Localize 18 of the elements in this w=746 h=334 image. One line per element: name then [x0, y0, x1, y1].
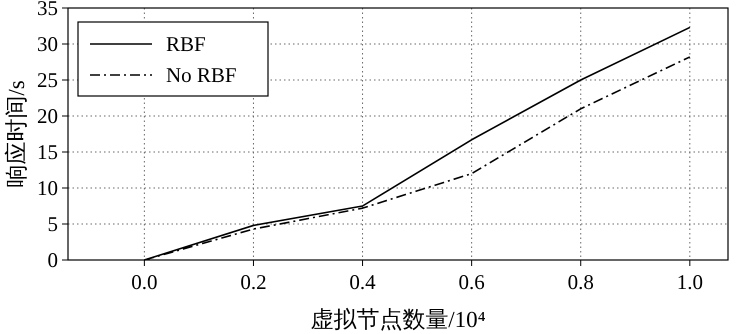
x-tick-label: 0.4	[349, 270, 376, 294]
y-tick-label: 35	[37, 0, 58, 20]
y-tick-label: 25	[37, 68, 58, 92]
y-tick-label: 20	[37, 104, 58, 128]
x-tick-label: 1.0	[676, 270, 703, 294]
y-tick-label: 10	[37, 176, 58, 200]
x-tick-label: 0.0	[131, 270, 158, 294]
y-axis-title: 响应时间/s	[4, 80, 29, 188]
x-tick-label: 0.8	[568, 270, 594, 294]
y-tick-label: 30	[37, 32, 58, 56]
x-tick-label: 0.2	[240, 270, 267, 294]
x-axis-title: 虚拟节点数量/10⁴	[310, 307, 486, 332]
x-tick-label: 0.6	[458, 270, 485, 294]
y-tick-label: 5	[48, 212, 58, 236]
y-tick-label: 0	[48, 248, 58, 272]
y-tick-label: 15	[37, 140, 58, 164]
legend-label: RBF	[166, 32, 206, 56]
legend-label: No RBF	[166, 63, 237, 87]
